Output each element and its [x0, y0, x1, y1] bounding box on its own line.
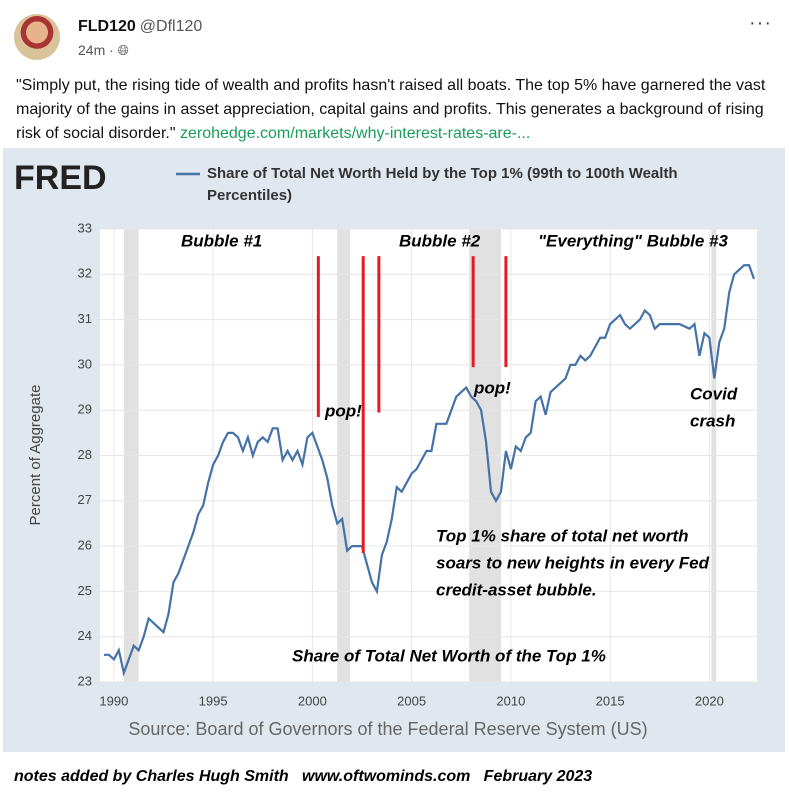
legend-label: Share of Total Net Worth Held by the Top… [207, 165, 678, 204]
annotation: pop! [473, 378, 511, 397]
annotation: Covid [690, 384, 738, 403]
x-tick-label: 2000 [298, 693, 327, 708]
annotation: pop! [324, 401, 362, 420]
y-tick-label: 32 [78, 266, 92, 281]
y-tick-label: 29 [78, 402, 92, 417]
y-axis-label: Percent of Aggregate [27, 385, 44, 526]
x-tick-label: 2015 [596, 693, 625, 708]
y-tick-label: 33 [78, 220, 92, 235]
annotation: Top 1% share of total net worth [436, 526, 689, 545]
legend-line: Share of Total Net Worth Held by the Top… [207, 165, 678, 182]
annotation: crash [690, 411, 735, 430]
time: 24m [78, 42, 106, 58]
y-tick-label: 28 [78, 447, 92, 462]
y-tick-label: 27 [78, 492, 92, 507]
post-text: "Simply put, the rising tide of wealth a… [16, 74, 776, 146]
y-tick-label: 23 [78, 673, 92, 688]
annotation: "Everything" Bubble #3 [538, 231, 728, 250]
annotation: Bubble #2 [399, 231, 481, 250]
author[interactable]: FLD120 @Dfl120 [78, 18, 202, 36]
post-header: FLD120 @Dfl120 24m · 🌐︎ ··· [14, 12, 784, 62]
x-tick-label: 2020 [695, 693, 724, 708]
logo: FRED [14, 159, 107, 197]
x-tick-label: 2010 [496, 693, 525, 708]
avatar[interactable] [14, 14, 60, 60]
y-tick-label: 26 [78, 538, 92, 553]
x-tick-label: 1990 [99, 693, 128, 708]
annotation: credit-asset bubble. [436, 580, 597, 599]
annotation: soars to new heights in every Fed [436, 553, 710, 572]
timestamp: 24m · 🌐︎ [78, 42, 129, 58]
y-tick-label: 24 [78, 628, 92, 643]
more-menu[interactable]: ··· [749, 12, 772, 34]
post-body: "Simply put, the rising tide of wealth a… [16, 77, 766, 142]
annotation-headline: Share of Total Net Worth of the Top 1% [292, 646, 606, 665]
post-link[interactable]: zerohedge.com/markets/why-interest-rates… [179, 125, 531, 142]
y-tick-label: 30 [78, 356, 92, 371]
data-line [103, 264, 756, 677]
annotation: Bubble #1 [181, 231, 262, 250]
legend-line: Percentiles) [207, 187, 292, 204]
y-tick-label: 31 [78, 311, 92, 326]
footer-note: notes added by Charles Hugh Smith www.of… [14, 768, 592, 785]
x-tick-label: 2005 [397, 693, 426, 708]
source: Source: Board of Governors of the Federa… [128, 719, 647, 739]
x-tick-label: 1995 [199, 693, 228, 708]
author-handle[interactable]: @Dfl120 [139, 18, 203, 35]
y-tick-label: 25 [78, 583, 92, 598]
author-name[interactable]: FLD120 [78, 18, 136, 35]
